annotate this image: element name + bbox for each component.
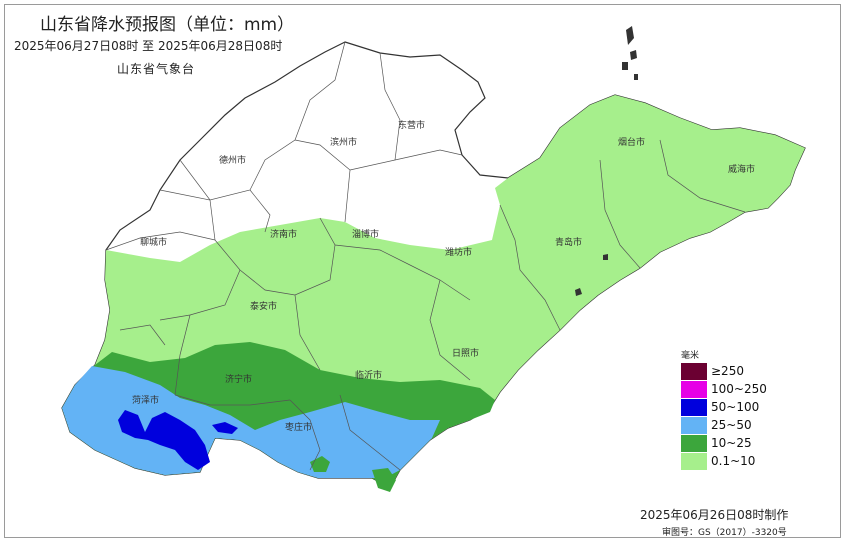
legend-item: 0.1~10	[681, 452, 769, 470]
legend-swatch	[681, 434, 707, 452]
city-boundaries	[105, 41, 746, 471]
city-label-qingdao: 青岛市	[555, 236, 582, 248]
rain-zone-dark-blue	[118, 410, 210, 470]
legend-label: 10~25	[711, 436, 752, 450]
legend-label: 50~100	[711, 400, 760, 414]
city-label-jinan: 济南市	[270, 228, 297, 240]
city-labels: 德州市 滨州市 东营市 烟台市 威海市 聊城市 济南市 淄博市 潍坊市 青岛市 …	[132, 119, 755, 433]
city-label-rizhao: 日照市	[452, 347, 479, 359]
rain-zone-dark-blue-small	[212, 422, 238, 434]
legend-item: 10~25	[681, 434, 769, 452]
city-label-dongying: 东营市	[398, 119, 425, 131]
legend-swatch	[681, 362, 707, 380]
legend: 毫米 ≥250 100~250 50~100 25~50 10~25 0.1~10	[681, 350, 769, 470]
rain-zone-blue	[62, 366, 440, 478]
city-label-jining: 济宁市	[225, 373, 252, 385]
city-label-weihai: 威海市	[728, 163, 755, 175]
legend-item: 50~100	[681, 398, 769, 416]
city-label-zaozhuang: 枣庄市	[285, 421, 312, 433]
city-label-zibo: 淄博市	[352, 228, 379, 240]
map-title: 山东省降水预报图（单位：mm）	[40, 15, 295, 35]
rain-zone-green-tip	[372, 468, 396, 492]
city-label-binzhou: 滨州市	[330, 136, 357, 148]
city-label-yantai: 烟台市	[618, 136, 645, 148]
legend-label: 25~50	[711, 418, 752, 432]
legend-label: ≥250	[711, 364, 744, 378]
legend-label: 0.1~10	[711, 454, 756, 468]
legend-swatch	[681, 380, 707, 398]
city-label-linyi: 临沂市	[355, 369, 382, 381]
legend-item: 25~50	[681, 416, 769, 434]
city-label-liaocheng: 聊城市	[140, 236, 167, 248]
legend-swatch	[681, 398, 707, 416]
city-label-weifang: 潍坊市	[445, 246, 472, 258]
islands	[575, 26, 638, 296]
forecast-time-range: 2025年06月27日08时 至 2025年06月28日08时	[14, 39, 283, 53]
legend-unit: 毫米	[681, 351, 700, 361]
legend-swatch	[681, 416, 707, 434]
legend-item: 100~250	[681, 380, 769, 398]
city-label-heze: 菏泽市	[132, 394, 159, 406]
legend-label: 100~250	[711, 382, 767, 396]
city-label-dezhou: 德州市	[219, 154, 246, 166]
city-label-taian: 泰安市	[250, 300, 277, 312]
legend-item: ≥250	[681, 362, 769, 380]
made-time: 2025年06月26日08时制作	[640, 508, 789, 522]
review-number: 审图号：GS（2017）-3320号	[662, 528, 787, 538]
issuing-agency: 山东省气象台	[117, 62, 196, 76]
map-frame	[4, 4, 841, 538]
legend-swatch	[681, 452, 707, 470]
